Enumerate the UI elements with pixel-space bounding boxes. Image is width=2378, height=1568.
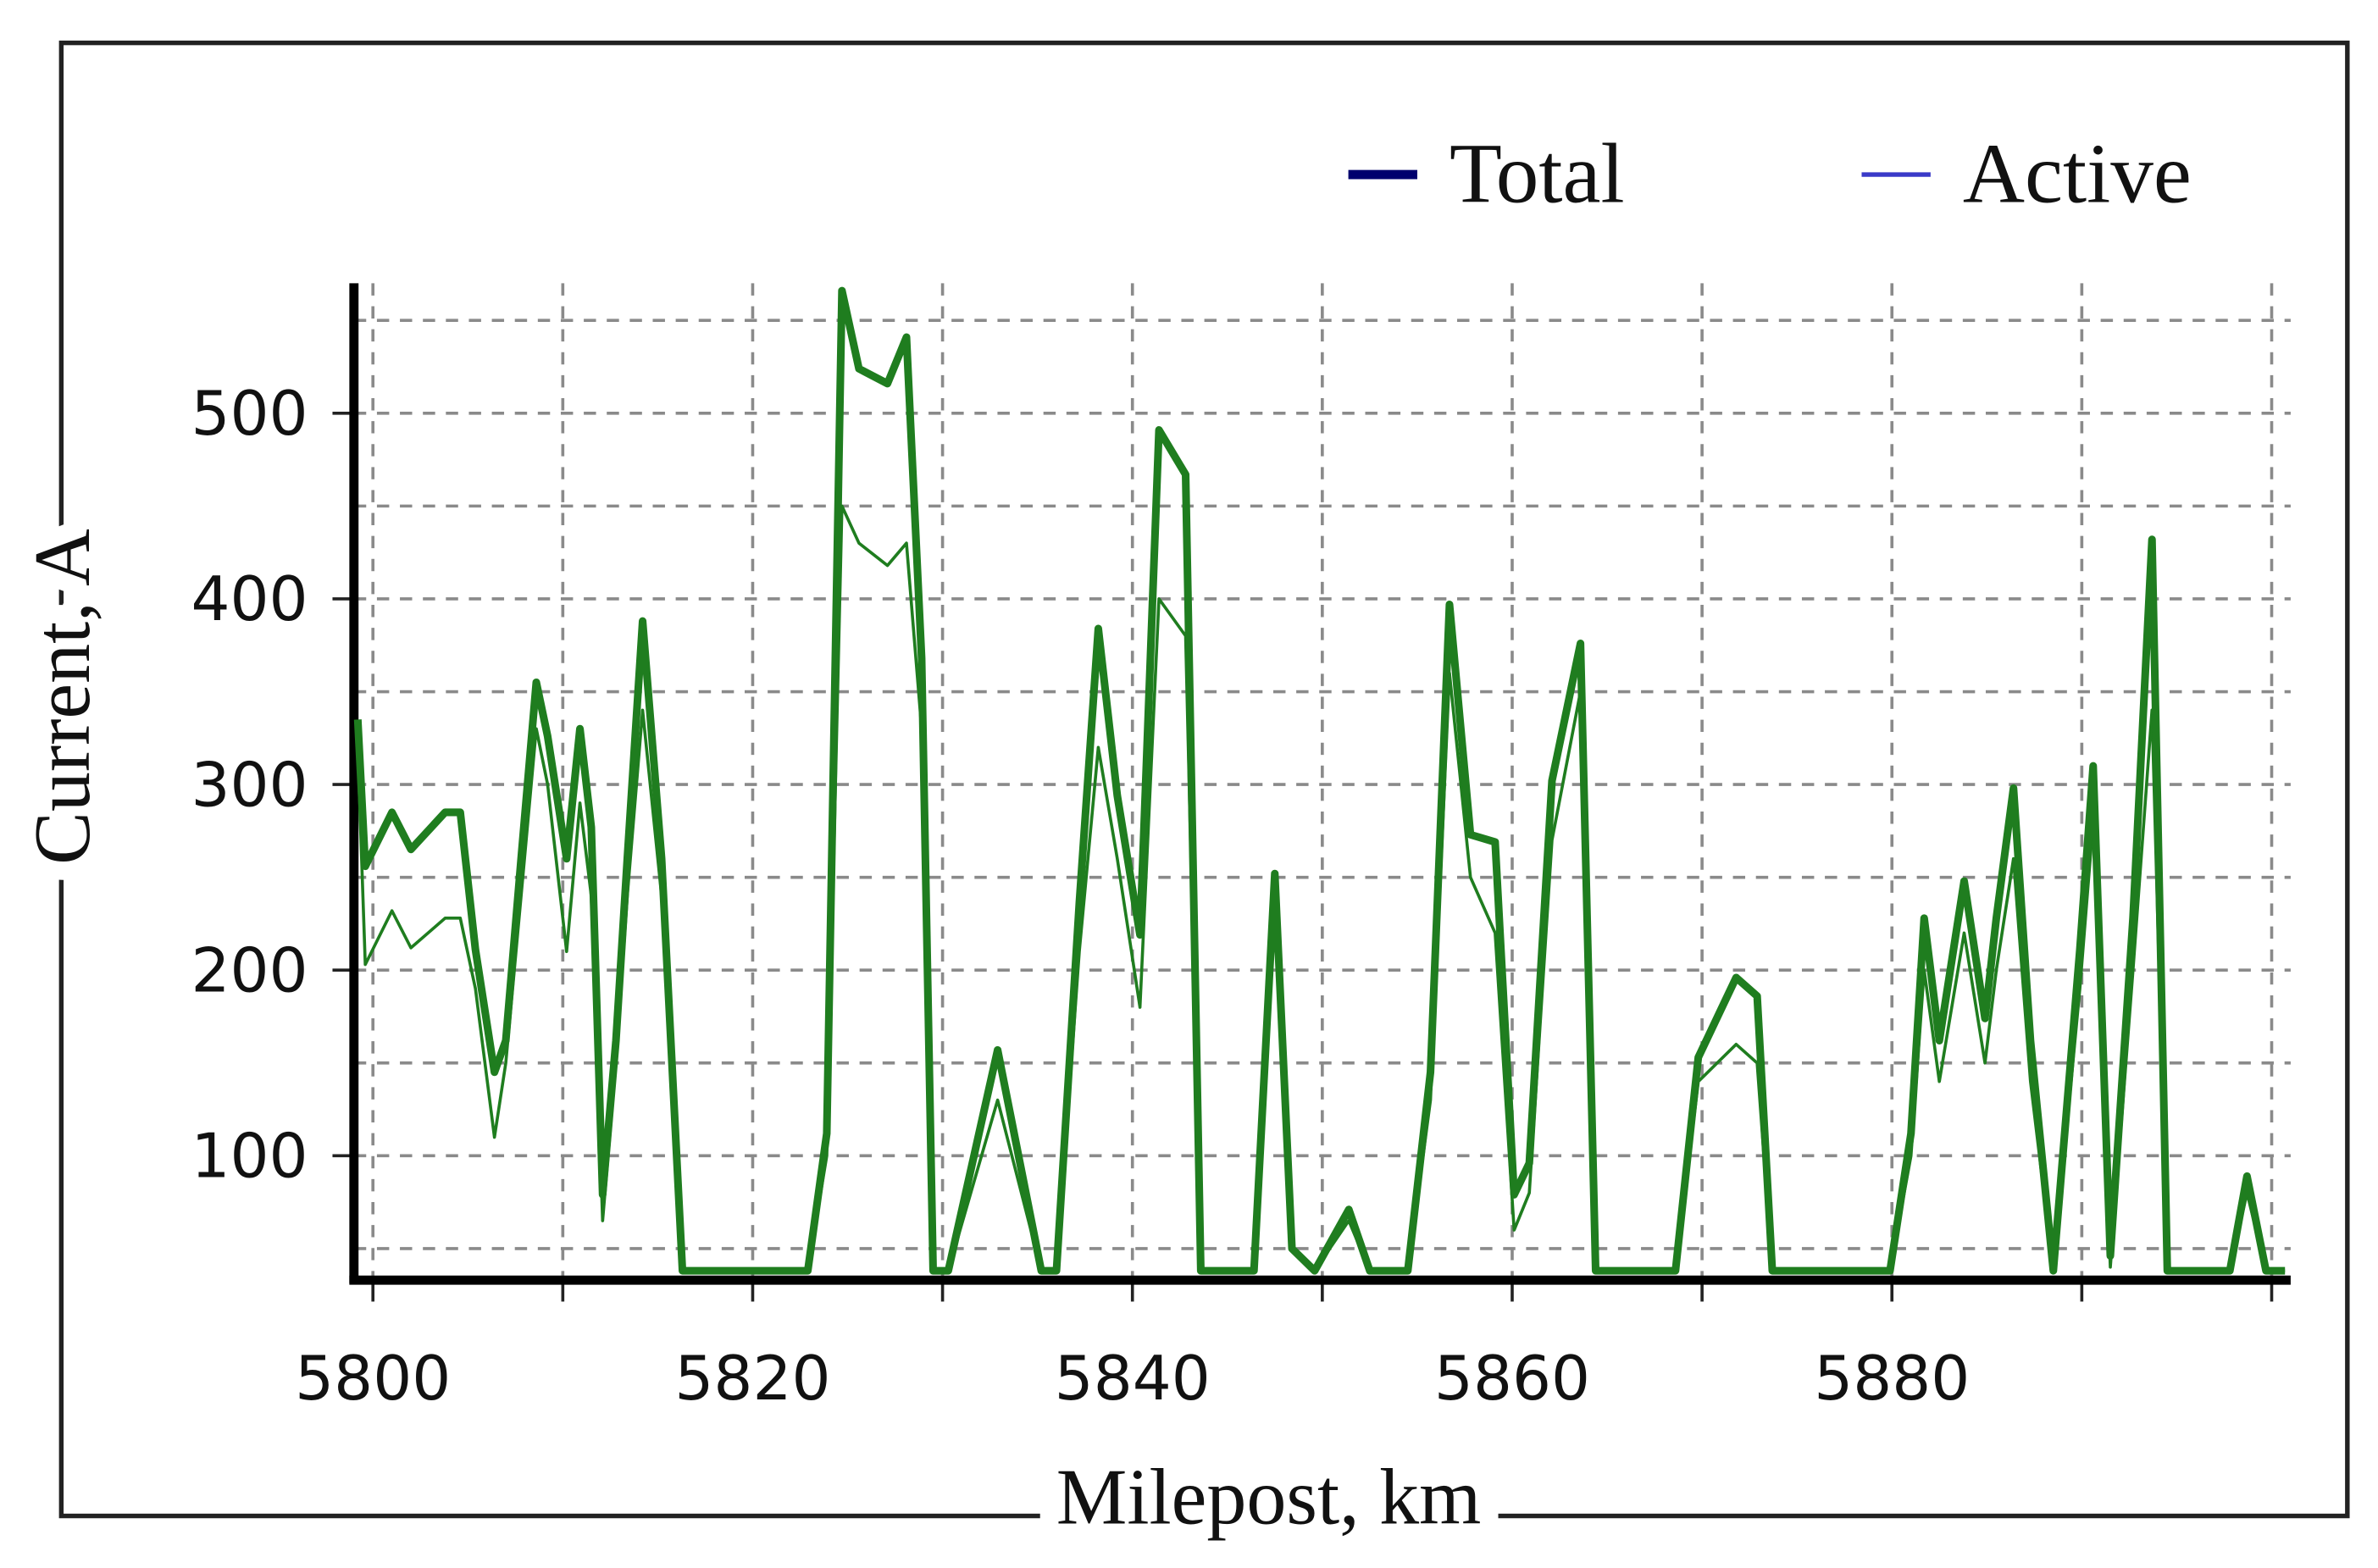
frame <box>58 40 2350 1519</box>
x-tick-label: 5820 <box>674 1344 830 1415</box>
x-tick-label: 5840 <box>1055 1344 1211 1415</box>
x-axis-label: Milepost, km <box>1056 1454 1482 1542</box>
x-tick-label: 5880 <box>1814 1344 1970 1415</box>
y-tick-label: 300 <box>191 750 308 821</box>
series-line <box>353 286 2286 1275</box>
y-axis-label: Current, A <box>19 529 107 865</box>
y-tick-label: 200 <box>191 936 308 1007</box>
y-tick-label: 100 <box>191 1122 308 1193</box>
legend-label: Active <box>1963 126 2192 221</box>
x-tick-label: 5860 <box>1434 1344 1590 1415</box>
y-tick-label: 500 <box>191 379 308 450</box>
x-tick-label: 5800 <box>295 1344 451 1415</box>
y-tick-label: 400 <box>191 564 308 635</box>
legend-label: Total <box>1450 126 1625 221</box>
